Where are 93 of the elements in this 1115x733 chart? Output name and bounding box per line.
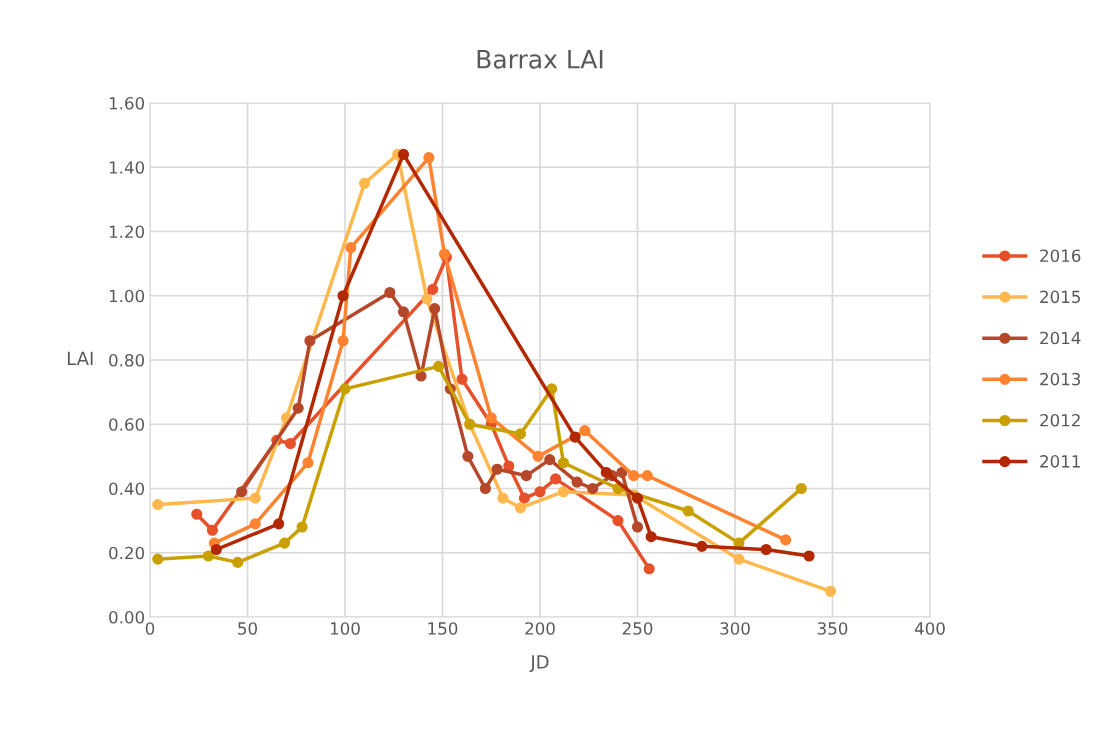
point	[803, 550, 815, 562]
legend-label: 2011	[1040, 455, 1080, 468]
x-tick-label: 150	[428, 622, 458, 635]
point	[641, 470, 653, 482]
point	[152, 499, 164, 511]
point	[485, 412, 497, 424]
y-tick-label: 0.20	[109, 546, 145, 560]
point	[339, 383, 351, 395]
point	[397, 306, 410, 318]
point	[518, 492, 530, 504]
point	[631, 492, 644, 504]
point	[587, 482, 599, 495]
point	[433, 360, 445, 372]
legend-label: 2014	[1040, 331, 1081, 345]
x-tick-label: 100	[330, 622, 360, 635]
point	[337, 335, 349, 347]
x-tick-label: 400	[914, 622, 945, 635]
point	[304, 335, 316, 347]
y-tick-label: 1.60	[109, 96, 145, 110]
point	[824, 585, 837, 597]
point	[491, 463, 503, 475]
point	[345, 242, 357, 254]
y-axis-title: LAI	[67, 351, 93, 365]
point	[520, 470, 532, 482]
point	[514, 428, 527, 440]
y-tick-label: 0.80	[109, 353, 145, 367]
point	[152, 553, 164, 565]
point	[191, 508, 203, 520]
legend-label: 2012	[1040, 413, 1080, 427]
point	[337, 290, 349, 302]
point	[358, 177, 371, 189]
point	[600, 466, 612, 478]
point	[534, 486, 546, 498]
point	[202, 550, 215, 562]
y-tick-label: 0.60	[109, 418, 145, 431]
point	[462, 450, 474, 462]
point	[569, 431, 581, 443]
point	[780, 534, 792, 546]
point	[236, 486, 248, 498]
point	[206, 524, 218, 536]
legend-label: 2013	[1040, 372, 1081, 386]
point	[682, 505, 694, 517]
chart-title: Barrax LAI	[477, 50, 603, 69]
point	[397, 148, 410, 160]
point	[550, 473, 562, 485]
x-tick-label: 50	[238, 622, 257, 635]
x-tick-label: 300	[720, 622, 750, 635]
legend-label: 2015	[1040, 290, 1080, 304]
x-tick-label: 250	[622, 622, 653, 635]
point	[249, 492, 261, 504]
point	[273, 518, 285, 530]
point	[296, 521, 308, 533]
point	[429, 303, 441, 315]
point	[302, 457, 314, 469]
y-tick-label: 0.40	[109, 482, 145, 496]
point	[557, 457, 569, 469]
y-tick-label: 1.00	[109, 289, 145, 303]
point	[760, 543, 772, 556]
x-tick-label: 200	[525, 622, 555, 635]
x-tick-label: 0	[145, 622, 155, 635]
point	[733, 553, 745, 565]
x-tick-label: 350	[817, 622, 848, 635]
y-tick-label: 0.00	[109, 610, 145, 624]
point	[643, 563, 655, 575]
point	[579, 425, 591, 437]
point	[628, 470, 640, 482]
point	[384, 286, 396, 299]
point	[210, 543, 222, 556]
point	[497, 492, 509, 504]
point	[612, 515, 624, 527]
y-tick-label: 1.40	[109, 161, 145, 174]
point	[571, 476, 583, 488]
point	[423, 152, 435, 164]
point	[696, 540, 708, 552]
point	[514, 502, 527, 514]
point	[557, 486, 569, 498]
point	[456, 373, 468, 385]
point	[292, 402, 304, 414]
point	[427, 283, 439, 295]
point	[284, 437, 296, 450]
point	[232, 556, 244, 568]
point	[249, 518, 261, 530]
point	[544, 454, 556, 466]
point	[421, 293, 433, 305]
point	[532, 450, 544, 462]
legend-label: 2016	[1040, 249, 1081, 263]
point	[645, 531, 657, 543]
x-axis-title: JD	[529, 655, 549, 672]
point	[795, 482, 807, 495]
point	[278, 537, 291, 549]
y-tick-label: 1.20	[109, 225, 145, 239]
point	[631, 521, 644, 533]
point	[479, 482, 491, 495]
